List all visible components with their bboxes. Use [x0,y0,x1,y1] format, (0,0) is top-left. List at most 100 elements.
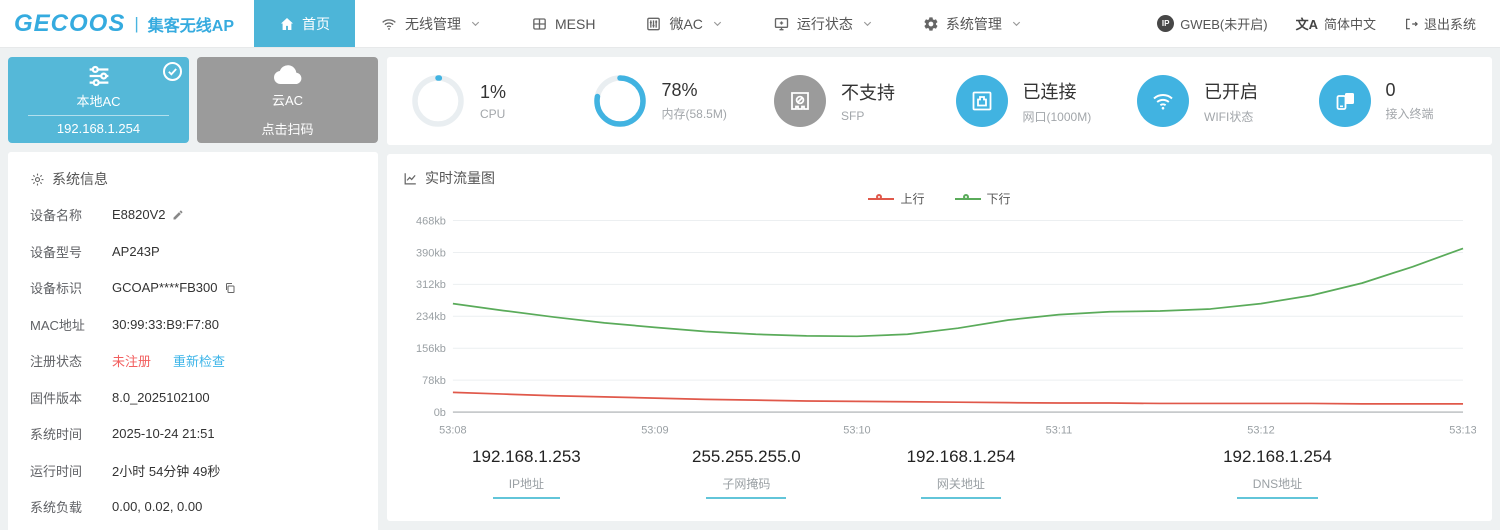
panel-title-text: 系统信息 [52,171,108,187]
nav-item-wireless[interactable]: 无线管理 [355,0,506,47]
nav-item-mesh[interactable]: MESH [506,0,620,47]
cpu-gauge [412,75,464,127]
home-icon [279,16,295,32]
nav-label: 微AC [669,15,703,32]
status-wifi: 已开启 WIFI状态 [1121,75,1303,127]
navbar-right: IP GWEB(未开启) 文A 简体中文 退出系统 [1157,0,1500,47]
sliders-icon [84,64,114,88]
copy-icon[interactable] [224,282,236,294]
info-row-load: 系统负载 0.00, 0.02, 0.00 [30,499,203,515]
svg-text:53:09: 53:09 [641,424,668,436]
nav-item-home[interactable]: 首页 [254,0,356,47]
info-row-mac: MAC地址 30:99:33:B9:F7:80 [30,316,219,333]
top-navbar: GECOOS | 集客无线AP 首页 无线管理 MESH [0,0,1500,48]
sfp-label: SFP [841,109,865,123]
status-clients: 0 接入终端 [1303,75,1485,127]
nav-label: 系统管理 [945,15,1002,32]
line-chart-icon [403,171,418,186]
monitor-icon [773,16,790,32]
memory-value: 78% [661,80,698,100]
clients-value: 0 [1385,80,1396,100]
legend-upstream[interactable]: 上行 [868,190,925,207]
ip-badge-icon: IP [1157,15,1175,32]
ethernet-label: 网口(1000M) [1022,109,1092,124]
left-column: 本地AC 192.168.1.254 云AC 点击扫码 系统信息 [8,57,378,530]
cpu-label: CPU [480,106,506,121]
info-row-device-model: 设备型号 AP243P [30,243,160,260]
chevron-down-icon [862,18,873,29]
dns-label: DNS地址 [1236,470,1319,499]
divider [27,115,170,116]
cloud-ac-card[interactable]: 云AC 点击扫码 [197,57,378,143]
info-row-firmware: 固件版本 8.0_2025102100 [30,389,210,406]
logout-button[interactable]: 退出系统 [1404,14,1476,33]
nav-item-run-status[interactable]: 运行状态 [748,0,898,47]
status-sfp: 不支持 SFP [758,75,940,127]
info-row-system-time: 系统时间 2025-10-24 21:51 [30,426,215,442]
traffic-panel: 实时流量图 上行 下行 468kb 390kb 312kb 234kb 156kb 78k… [387,154,1492,521]
nav-label: 运行状态 [796,15,853,32]
device-name-value: E8820V2 [112,207,166,222]
legend-label: 下行 [986,192,1011,206]
downstream-marker-icon [954,193,981,200]
svg-text:53:10: 53:10 [843,424,870,436]
status-ethernet: 已连接 网口(1000M) [940,75,1122,127]
cloud-ac-action: 点击扫码 [261,121,314,137]
gweb-status[interactable]: IP GWEB(未开启) [1157,14,1268,33]
load-value: 0.00, 0.02, 0.00 [112,499,203,514]
nav-item-micro-ac[interactable]: 微AC [620,0,747,47]
logout-icon [1404,17,1418,31]
system-info-panel: 系统信息 设备名称 E8820V2 设备型号 AP243P 设备标识 GCOAP… [8,152,378,530]
svg-text:390kb: 390kb [416,247,446,259]
svg-text:53:13: 53:13 [1449,424,1476,436]
register-status-value: 未注册 [112,354,152,369]
net-mask: 255.255.255.0 子网掩码 [650,447,843,499]
main-content: 本地AC 192.168.1.254 云AC 点击扫码 系统信息 [0,48,1500,530]
local-ac-ip: 192.168.1.254 [56,121,141,136]
gweb-label: GWEB(未开启) [1180,17,1268,32]
brand-product: 集客无线AP [147,17,235,35]
local-ac-title: 本地AC [76,94,121,109]
local-ac-card[interactable]: 本地AC 192.168.1.254 [8,57,189,143]
info-row-device-id: 设备标识 GCOAP****FB300 [30,278,356,297]
chevron-down-icon [712,18,723,29]
upstream-marker-icon [868,193,895,200]
language-label: 简体中文 [1323,17,1376,32]
mac-address-value: 30:99:33:B9:F7:80 [112,316,219,332]
selected-check-icon [163,62,182,81]
brand-logo: GECOOS [14,9,126,37]
chart-title: 实时流量图 [425,170,495,186]
sfp-value: 不支持 [841,83,895,103]
wifi-icon [380,16,398,32]
chevron-down-icon [1011,18,1022,29]
net-gateway: 192.168.1.254 网关地址 [843,447,1079,499]
traffic-chart[interactable]: 468kb 390kb 312kb 234kb 156kb 78kb 0b 53:08 53:0… [403,207,1476,443]
status-cpu: 1% CPU [395,74,577,128]
info-row-uptime: 运行时间 2小时 54分钟 49秒 [30,461,356,480]
firmware-value: 8.0_2025102100 [112,389,210,405]
traffic-chart-header: 实时流量图 [403,168,1476,188]
legend-downstream[interactable]: 下行 [954,190,1011,207]
gear-outline-icon [30,172,45,187]
network-summary: 192.168.1.253 IP地址 255.255.255.0 子网掩码 19… [403,447,1476,499]
ethernet-port-icon [955,75,1008,127]
nav-item-system[interactable]: 系统管理 [898,0,1047,47]
dns-value: 192.168.1.254 [1223,447,1332,466]
language-switcher[interactable]: 文A 简体中文 [1296,14,1376,33]
status-panel: 1% CPU 78% 内存(58.5M) 不支持 [387,57,1492,145]
cloud-icon [271,63,305,87]
mesh-grid-icon [531,16,548,32]
memory-gauge [593,75,646,127]
edit-pencil-icon[interactable] [172,209,184,221]
recheck-link[interactable]: 重新检查 [173,354,226,369]
cpu-value: 1% [480,81,507,102]
svg-text:468kb: 468kb [416,216,446,228]
sfp-port-icon [774,75,826,127]
mask-label: 子网掩码 [706,470,787,499]
right-column: 1% CPU 78% 内存(58.5M) 不支持 [387,57,1492,521]
svg-text:53:11: 53:11 [1046,424,1073,436]
svg-text:234kb: 234kb [416,311,446,323]
svg-text:312kb: 312kb [416,279,446,291]
chevron-down-icon [470,18,481,29]
wifi-label: WIFI状态 [1204,109,1254,124]
